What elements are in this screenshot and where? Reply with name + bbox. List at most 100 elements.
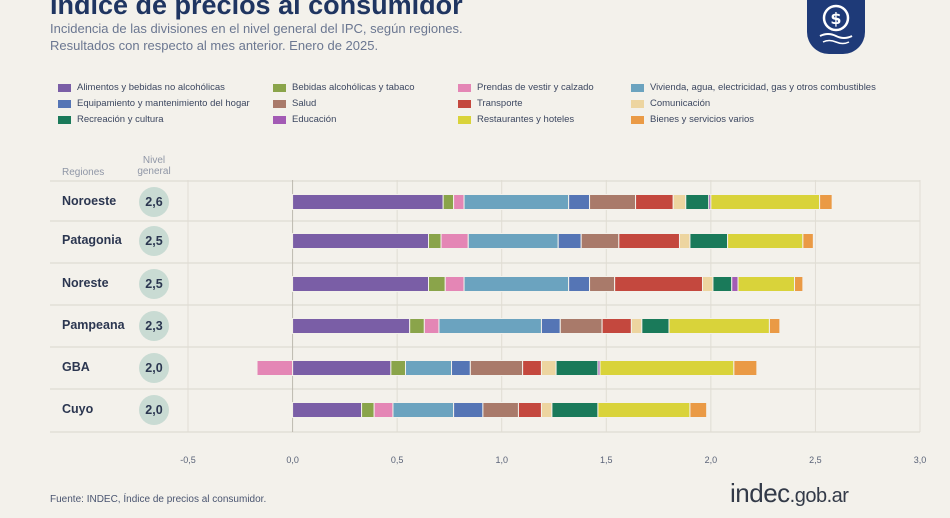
bar-segment (482, 402, 519, 418)
bar-segment (463, 276, 570, 292)
bar-segment (701, 276, 714, 292)
bar-segment (423, 318, 440, 334)
legend-swatch (458, 83, 471, 92)
legend-item: Vivienda, agua, electricidad, gas y otro… (631, 82, 876, 93)
bar-segment (555, 360, 599, 376)
x-tick-label: 0,0 (286, 455, 299, 465)
bar-segment (428, 276, 446, 292)
bar-segment (540, 402, 553, 418)
region-label: Noreste (62, 276, 109, 290)
source-note: Fuente: INDEC, Índice de precios al cons… (50, 494, 267, 505)
bar-segment (438, 318, 542, 334)
legend-item: Bebidas alcohólicas y tabaco (273, 82, 415, 93)
indec-logo: indec.gob.ar (730, 478, 849, 509)
x-tick-label: 2,5 (809, 455, 822, 465)
legend-swatch (273, 115, 286, 124)
bar-segment (599, 360, 735, 376)
nivel-general-value: 2,0 (139, 395, 169, 425)
legend-label: Bienes y servicios varios (650, 114, 755, 125)
nivel-general-value: 2,5 (139, 269, 169, 299)
bar-segment (405, 360, 453, 376)
legend-label: Restaurantes y hoteles (477, 114, 575, 125)
x-tick-label: 1,0 (495, 455, 508, 465)
legend-item: Salud (273, 98, 316, 109)
nivel-general-value: 2,6 (139, 187, 169, 217)
bar-segment (453, 402, 484, 418)
subtitle-line-2: Resultados con respecto al mes anterior.… (50, 38, 379, 53)
x-tick-label: 3,0 (914, 455, 927, 465)
bar-segment (710, 194, 821, 210)
x-tick-label: -0,5 (180, 455, 196, 465)
bar-segment (668, 318, 770, 334)
legend-item: Restaurantes y hoteles (458, 114, 574, 125)
dollar-shield-icon: $ (807, 0, 865, 54)
bar-segment (712, 276, 733, 292)
legend-item: Transporte (458, 98, 523, 109)
bar-segment (444, 276, 465, 292)
nivel-header-line-2: general (137, 166, 171, 177)
bar-segment (442, 194, 455, 210)
bar-segment (731, 276, 739, 292)
bar-segment (373, 402, 394, 418)
chart-legend: Alimentos y bebidas no alcohólicas Bebida… (58, 82, 938, 130)
legend-item: Educación (273, 114, 336, 125)
nivel-header-line-1: Nivel (142, 155, 166, 166)
bar-segment (685, 194, 710, 210)
legend-swatch (631, 83, 644, 92)
x-tick-label: 0,5 (391, 455, 404, 465)
bar-segment (517, 402, 542, 418)
bar-segment (292, 233, 430, 249)
bar-segment (428, 233, 442, 249)
bar-segment (568, 194, 591, 210)
legend-label: Salud (292, 98, 317, 109)
bar-segment (451, 360, 471, 376)
bar-segment (589, 194, 637, 210)
bar-segment (540, 318, 561, 334)
legend-label: Prendas de vestir y calzado (477, 82, 594, 93)
bar-segment (361, 402, 375, 418)
bar-segment (597, 402, 691, 418)
bar-segment (768, 318, 781, 334)
bar-segment (802, 233, 814, 249)
indec-logo-main: indec (730, 478, 790, 508)
legend-label: Bebidas alcohólicas y tabaco (292, 82, 415, 93)
legend-label: Educación (292, 114, 337, 125)
legend-swatch (58, 99, 71, 108)
legend-label: Alimentos y bebidas no alcohólicas (77, 82, 225, 93)
nivel-general-value: 2,0 (139, 353, 169, 383)
region-label: Cuyo (62, 402, 94, 416)
subtitle-line-1: Incidencia de las divisiones en el nivel… (50, 21, 463, 36)
nivel-general-value: 2,3 (139, 311, 169, 341)
bar-segment (580, 233, 620, 249)
legend-swatch (58, 115, 71, 124)
region-label: Pampeana (62, 318, 125, 332)
bar-segment (672, 194, 687, 210)
bar-segment (469, 360, 524, 376)
legend-swatch (458, 115, 471, 124)
bar-segment (601, 318, 632, 334)
legend-label: Comunicación (650, 98, 711, 109)
bar-segment (467, 233, 559, 249)
indec-logo-domain: .gob.ar (789, 485, 849, 507)
bar-segment (551, 402, 599, 418)
legend-label: Recreación y cultura (77, 114, 164, 125)
bar-segment (557, 233, 582, 249)
bar-segment (794, 276, 804, 292)
bar-segment (392, 402, 455, 418)
x-tick-label: 1,5 (600, 455, 613, 465)
bar-segment (733, 360, 758, 376)
bar-segment (540, 360, 557, 376)
bar-segment (453, 194, 465, 210)
bar-segment (589, 276, 616, 292)
bar-segment (819, 194, 833, 210)
bar-segment (409, 318, 425, 334)
bar-segment (568, 276, 591, 292)
bar-segment (292, 360, 392, 376)
region-label: GBA (62, 360, 90, 374)
x-tick-label: 2,0 (705, 455, 718, 465)
bar-segment (737, 276, 796, 292)
legend-item: Comunicación (631, 98, 710, 109)
legend-swatch (631, 99, 644, 108)
region-label: Patagonia (62, 233, 122, 247)
